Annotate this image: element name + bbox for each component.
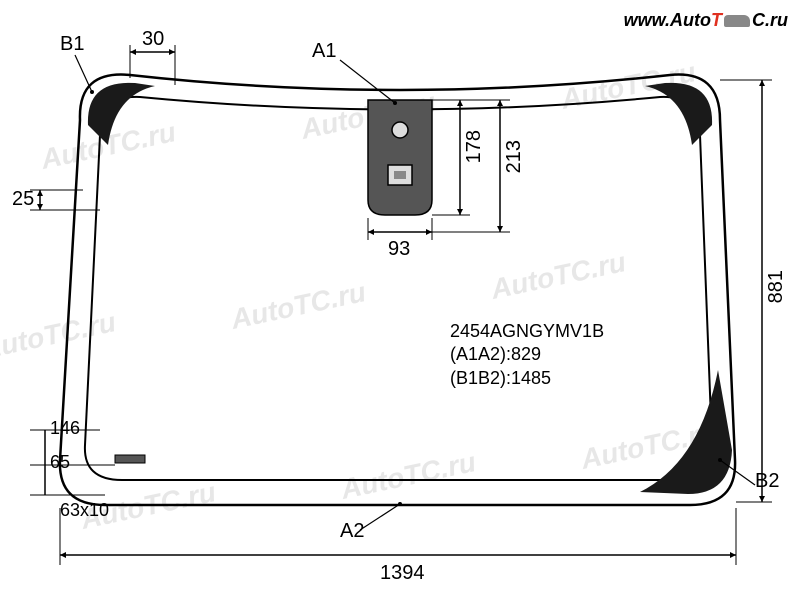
dim-sensor-w: 93 <box>388 238 410 261</box>
clip-mark <box>115 455 145 463</box>
part-block: 2454AGNGYMV1B (A1A2):829 (B1B2):1485 <box>450 320 604 390</box>
label-b1: B1 <box>60 33 84 56</box>
part-b1b2: (B1B2):1485 <box>450 367 604 390</box>
sensor-dot <box>392 122 408 138</box>
dim-left-bot2: 65 <box>50 452 70 473</box>
dim-sensor-h2: 213 <box>503 140 526 173</box>
site-logo: www.AutoTC.ru <box>624 10 788 31</box>
dim-top-offset: 30 <box>142 28 164 51</box>
sensor-area <box>368 100 432 215</box>
car-icon <box>724 15 750 27</box>
dim-sensor-h1: 178 <box>463 130 486 163</box>
part-a1a2: (A1A2):829 <box>450 343 604 366</box>
label-a2: A2 <box>340 520 364 543</box>
dim-left-bot1: 146 <box>50 418 80 439</box>
sensor-box-inner <box>394 171 406 179</box>
corner-bottom-right <box>640 370 732 494</box>
corner-top-right <box>645 83 712 145</box>
part-code: 2454AGNGYMV1B <box>450 320 604 343</box>
dim-right-h: 881 <box>765 270 788 303</box>
dim-left-bot3: 63x10 <box>60 500 109 521</box>
label-b2: B2 <box>755 470 779 493</box>
corner-top-left <box>88 83 155 145</box>
diagram-svg <box>0 0 800 600</box>
label-a1: A1 <box>312 40 336 63</box>
dim-bottom-w: 1394 <box>380 562 425 585</box>
dim-left-top: 25 <box>12 188 34 211</box>
